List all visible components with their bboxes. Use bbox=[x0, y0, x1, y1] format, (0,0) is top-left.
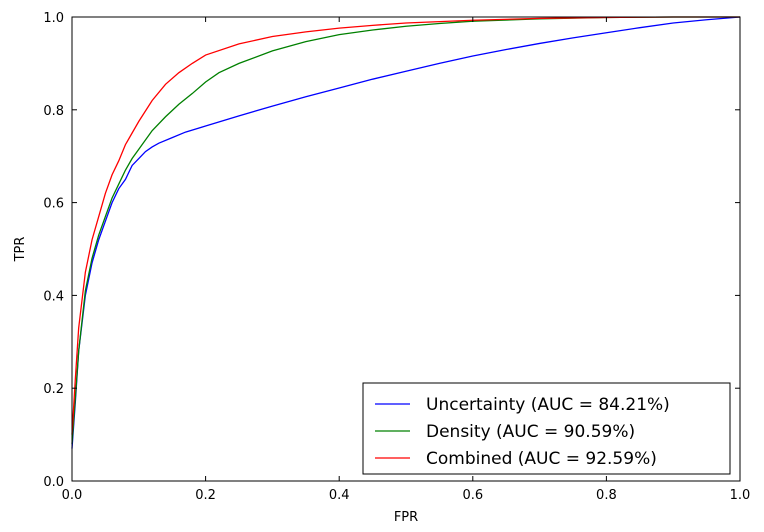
y-tick-label: 0.2 bbox=[43, 382, 64, 397]
series-line-0 bbox=[71, 16, 741, 449]
y-tick-label: 0.0 bbox=[43, 475, 64, 490]
series-line-1 bbox=[71, 16, 740, 444]
x-tick-label: 0.4 bbox=[329, 488, 350, 503]
legend: Uncertainty (AUC = 84.21%) Density (AUC =… bbox=[362, 382, 731, 475]
legend-box bbox=[362, 382, 731, 475]
ticks-layer: 0.0 0.2 0.4 0.6 0.8 1.0 0.0 0.2 0.4 0.6 0.8 1.0 bbox=[43, 11, 750, 503]
curves-layer bbox=[71, 16, 741, 449]
legend-label-1: Density (AUC = 90.59%) bbox=[426, 422, 635, 442]
y-tick-label: 0.6 bbox=[43, 197, 64, 212]
x-axis-title: FPR bbox=[394, 510, 418, 525]
y-tick-label: 1.0 bbox=[43, 11, 64, 26]
axes-frame bbox=[71, 16, 741, 482]
x-tick-label: 1.0 bbox=[730, 488, 751, 503]
y-axis-title: TPR bbox=[13, 237, 28, 263]
x-tick-label: 0.8 bbox=[596, 488, 617, 503]
legend-label-0: Uncertainty (AUC = 84.21%) bbox=[426, 395, 670, 415]
y-tick-label: 0.8 bbox=[43, 104, 64, 119]
series-line-2 bbox=[71, 16, 740, 435]
x-tick-label: 0.6 bbox=[462, 488, 483, 503]
legend-label-2: Combined (AUC = 92.59%) bbox=[426, 449, 657, 469]
y-tick-label: 0.4 bbox=[43, 289, 64, 304]
x-tick-label: 0.2 bbox=[195, 488, 216, 503]
x-tick-label: 0.0 bbox=[62, 488, 83, 503]
